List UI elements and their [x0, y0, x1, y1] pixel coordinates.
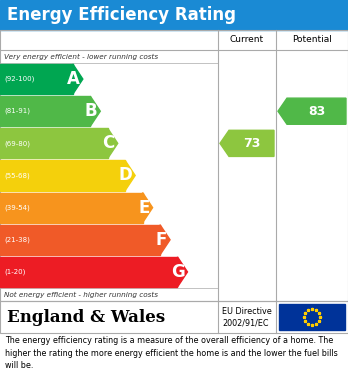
Text: 73: 73 [243, 137, 260, 150]
Bar [279, 304, 345, 330]
Bar [0, 225, 160, 255]
Polygon shape [143, 193, 153, 223]
Text: Not energy efficient - higher running costs: Not energy efficient - higher running co… [4, 291, 158, 298]
Bar [0, 0, 348, 30]
Text: (55-68): (55-68) [4, 172, 30, 179]
Text: E: E [138, 199, 150, 217]
Text: (39-54): (39-54) [4, 204, 30, 211]
Polygon shape [90, 96, 100, 126]
Polygon shape [177, 257, 188, 287]
Bar [0, 64, 73, 94]
Polygon shape [73, 64, 83, 94]
Polygon shape [220, 130, 274, 156]
Text: G: G [171, 263, 184, 281]
Text: EU Directive
2002/91/EC: EU Directive 2002/91/EC [222, 307, 272, 327]
Text: (21-38): (21-38) [4, 237, 30, 243]
Bar [0, 301, 348, 333]
Bar [0, 96, 90, 126]
Text: Potential: Potential [292, 36, 332, 45]
Text: Energy Efficiency Rating: Energy Efficiency Rating [7, 6, 236, 24]
Polygon shape [125, 160, 135, 190]
Text: F: F [156, 231, 167, 249]
Text: C: C [102, 135, 115, 152]
Polygon shape [108, 128, 118, 158]
Text: (1-20): (1-20) [4, 269, 25, 275]
Text: D: D [118, 167, 132, 185]
Bar [0, 257, 177, 287]
Text: A: A [67, 70, 80, 88]
Text: Very energy efficient - lower running costs: Very energy efficient - lower running co… [4, 54, 158, 59]
Text: (81-91): (81-91) [4, 108, 30, 115]
Polygon shape [278, 98, 346, 124]
Bar [0, 128, 108, 158]
Bar [0, 193, 143, 223]
Text: (69-80): (69-80) [4, 140, 30, 147]
Text: B: B [85, 102, 97, 120]
Text: England & Wales: England & Wales [7, 308, 165, 325]
Text: (92-100): (92-100) [4, 76, 34, 83]
Text: The energy efficiency rating is a measure of the overall efficiency of a home. T: The energy efficiency rating is a measur… [5, 336, 338, 370]
Bar [0, 160, 125, 190]
Bar [0, 30, 348, 301]
Polygon shape [160, 225, 170, 255]
Text: Current: Current [230, 36, 264, 45]
Text: 83: 83 [308, 105, 325, 118]
